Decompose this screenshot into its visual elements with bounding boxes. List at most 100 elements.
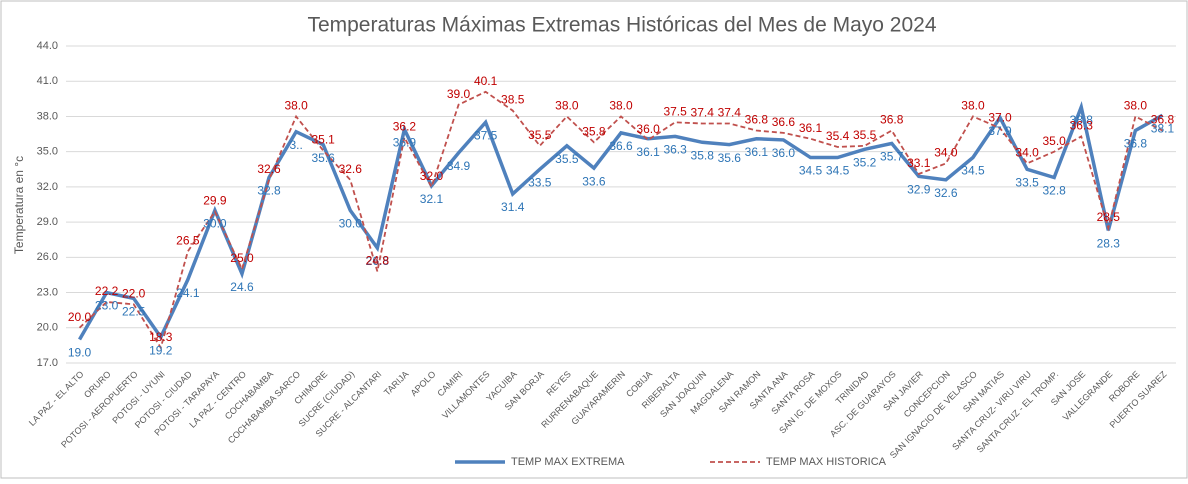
data-label: 36.8 (1151, 113, 1175, 127)
data-label: 33.6 (582, 174, 606, 188)
data-label: 38.0 (961, 99, 985, 113)
data-label: 28.3 (1097, 237, 1121, 251)
data-label: 35.8 (691, 148, 715, 162)
y-tick-label: 38.0 (37, 110, 58, 122)
data-label: 36.6 (609, 139, 633, 153)
data-label: 24.8 (366, 254, 390, 268)
data-label: 19.2 (149, 343, 173, 357)
data-label: 37.5 (474, 128, 498, 142)
data-label: 36.0 (772, 146, 796, 160)
y-tick-label: 20.0 (37, 322, 58, 334)
data-label: 32.6 (257, 162, 281, 176)
data-label: 35.7 (880, 150, 904, 164)
data-label: 36.1 (745, 145, 769, 159)
data-label: 36.2 (393, 120, 417, 134)
data-label: 34.5 (799, 164, 823, 178)
data-label: 33.5 (528, 175, 552, 189)
data-label: 32.9 (907, 182, 931, 196)
data-label: 34.0 (1015, 146, 1039, 160)
data-label: 34.5 (826, 164, 850, 178)
legend-label: TEMP MAX HISTORICA (766, 456, 887, 468)
data-label: 37.5 (663, 104, 687, 118)
data-label: 30.0 (339, 217, 363, 231)
data-label: 38.1 (1151, 121, 1175, 135)
data-label: 31.4 (501, 200, 525, 214)
data-label: 24.6 (230, 280, 254, 294)
data-label: 3.. (289, 138, 302, 152)
data-label: 32.1 (420, 192, 444, 206)
data-label: 33.5 (1015, 175, 1039, 189)
data-label: 20.0 (68, 310, 92, 324)
data-label: 38.0 (609, 99, 633, 113)
data-label: 36.8 (745, 113, 769, 127)
data-label: 38.0 (555, 99, 579, 113)
series-line (78, 90, 1163, 350)
data-label: 24.1 (176, 286, 200, 300)
data-label: 32.8 (257, 184, 281, 198)
data-label: 35.8 (582, 124, 606, 138)
legend-label: TEMP MAX EXTREMA (511, 456, 625, 468)
data-label: 36.9 (393, 136, 417, 150)
data-label: 32.6 (934, 186, 958, 200)
y-tick-label: 17.0 (37, 357, 58, 369)
data-label: 38.0 (284, 99, 308, 113)
data-label: 35.5 (853, 128, 877, 142)
data-label: 35.2 (853, 155, 877, 169)
y-tick-label: 44.0 (37, 40, 58, 52)
data-label: 36.3 (1070, 119, 1094, 133)
data-label: 33.1 (907, 156, 931, 170)
data-label: 35.6 (718, 151, 742, 165)
y-axis-label: Temperatura en °c (12, 156, 26, 254)
data-label: 35.0 (1042, 134, 1066, 148)
data-label: 26.5 (176, 234, 200, 248)
data-label: 23.0 (95, 299, 119, 313)
data-label: 38.5 (501, 93, 525, 107)
data-label: 26.8 (366, 254, 390, 268)
data-label: 34.9 (447, 159, 471, 173)
data-label: 32.6 (339, 162, 363, 176)
y-tick-label: 29.0 (37, 216, 58, 228)
data-label: 34.5 (961, 164, 985, 178)
data-label: 36.1 (799, 121, 823, 135)
y-tick-label: 26.0 (37, 251, 58, 263)
data-label: 37.4 (691, 106, 715, 120)
y-tick-label: 23.0 (37, 286, 58, 298)
series-line (78, 100, 1164, 341)
data-label: 22.5 (122, 305, 146, 319)
data-label: 36.8 (880, 113, 904, 127)
data-label: 25.0 (230, 251, 254, 265)
data-label: 22.2 (95, 284, 119, 298)
data-label: 37.0 (988, 110, 1012, 124)
data-label: 35.1 (312, 133, 336, 147)
data-label: 35.5 (528, 128, 552, 142)
chart-title: Temperaturas Máximas Extremas Históricas… (307, 14, 936, 37)
data-label: 37.4 (718, 106, 742, 120)
data-label: 28.5 (1097, 210, 1121, 224)
data-label: 38.0 (1124, 99, 1148, 113)
data-label: 30.0 (203, 217, 227, 231)
data-label: 36.8 (1124, 137, 1148, 151)
data-label: 36.6 (772, 115, 796, 129)
data-label: 38.8 (1070, 113, 1094, 127)
data-label: 19.0 (68, 346, 92, 360)
data-label: 34.0 (934, 146, 958, 160)
data-label: 35.6 (312, 151, 336, 165)
y-tick-label: 41.0 (37, 75, 58, 87)
y-tick-label: 32.0 (37, 181, 58, 193)
data-label: 36.1 (636, 145, 660, 159)
data-label: 37.9 (988, 124, 1012, 138)
data-label: 39.0 (447, 87, 471, 101)
data-label: 22.0 (122, 286, 146, 300)
data-label: 18.3 (149, 330, 173, 344)
data-label: 40.1 (474, 74, 498, 88)
data-label: 36.0 (636, 122, 660, 136)
y-tick-label: 35.0 (37, 146, 58, 158)
data-label: 29.9 (203, 194, 227, 208)
data-label: 32.8 (1042, 184, 1066, 198)
data-label: 35.5 (555, 152, 579, 166)
data-label: 36.3 (663, 143, 687, 157)
data-label: 32.0 (420, 169, 444, 183)
data-label: 35.4 (826, 129, 850, 143)
